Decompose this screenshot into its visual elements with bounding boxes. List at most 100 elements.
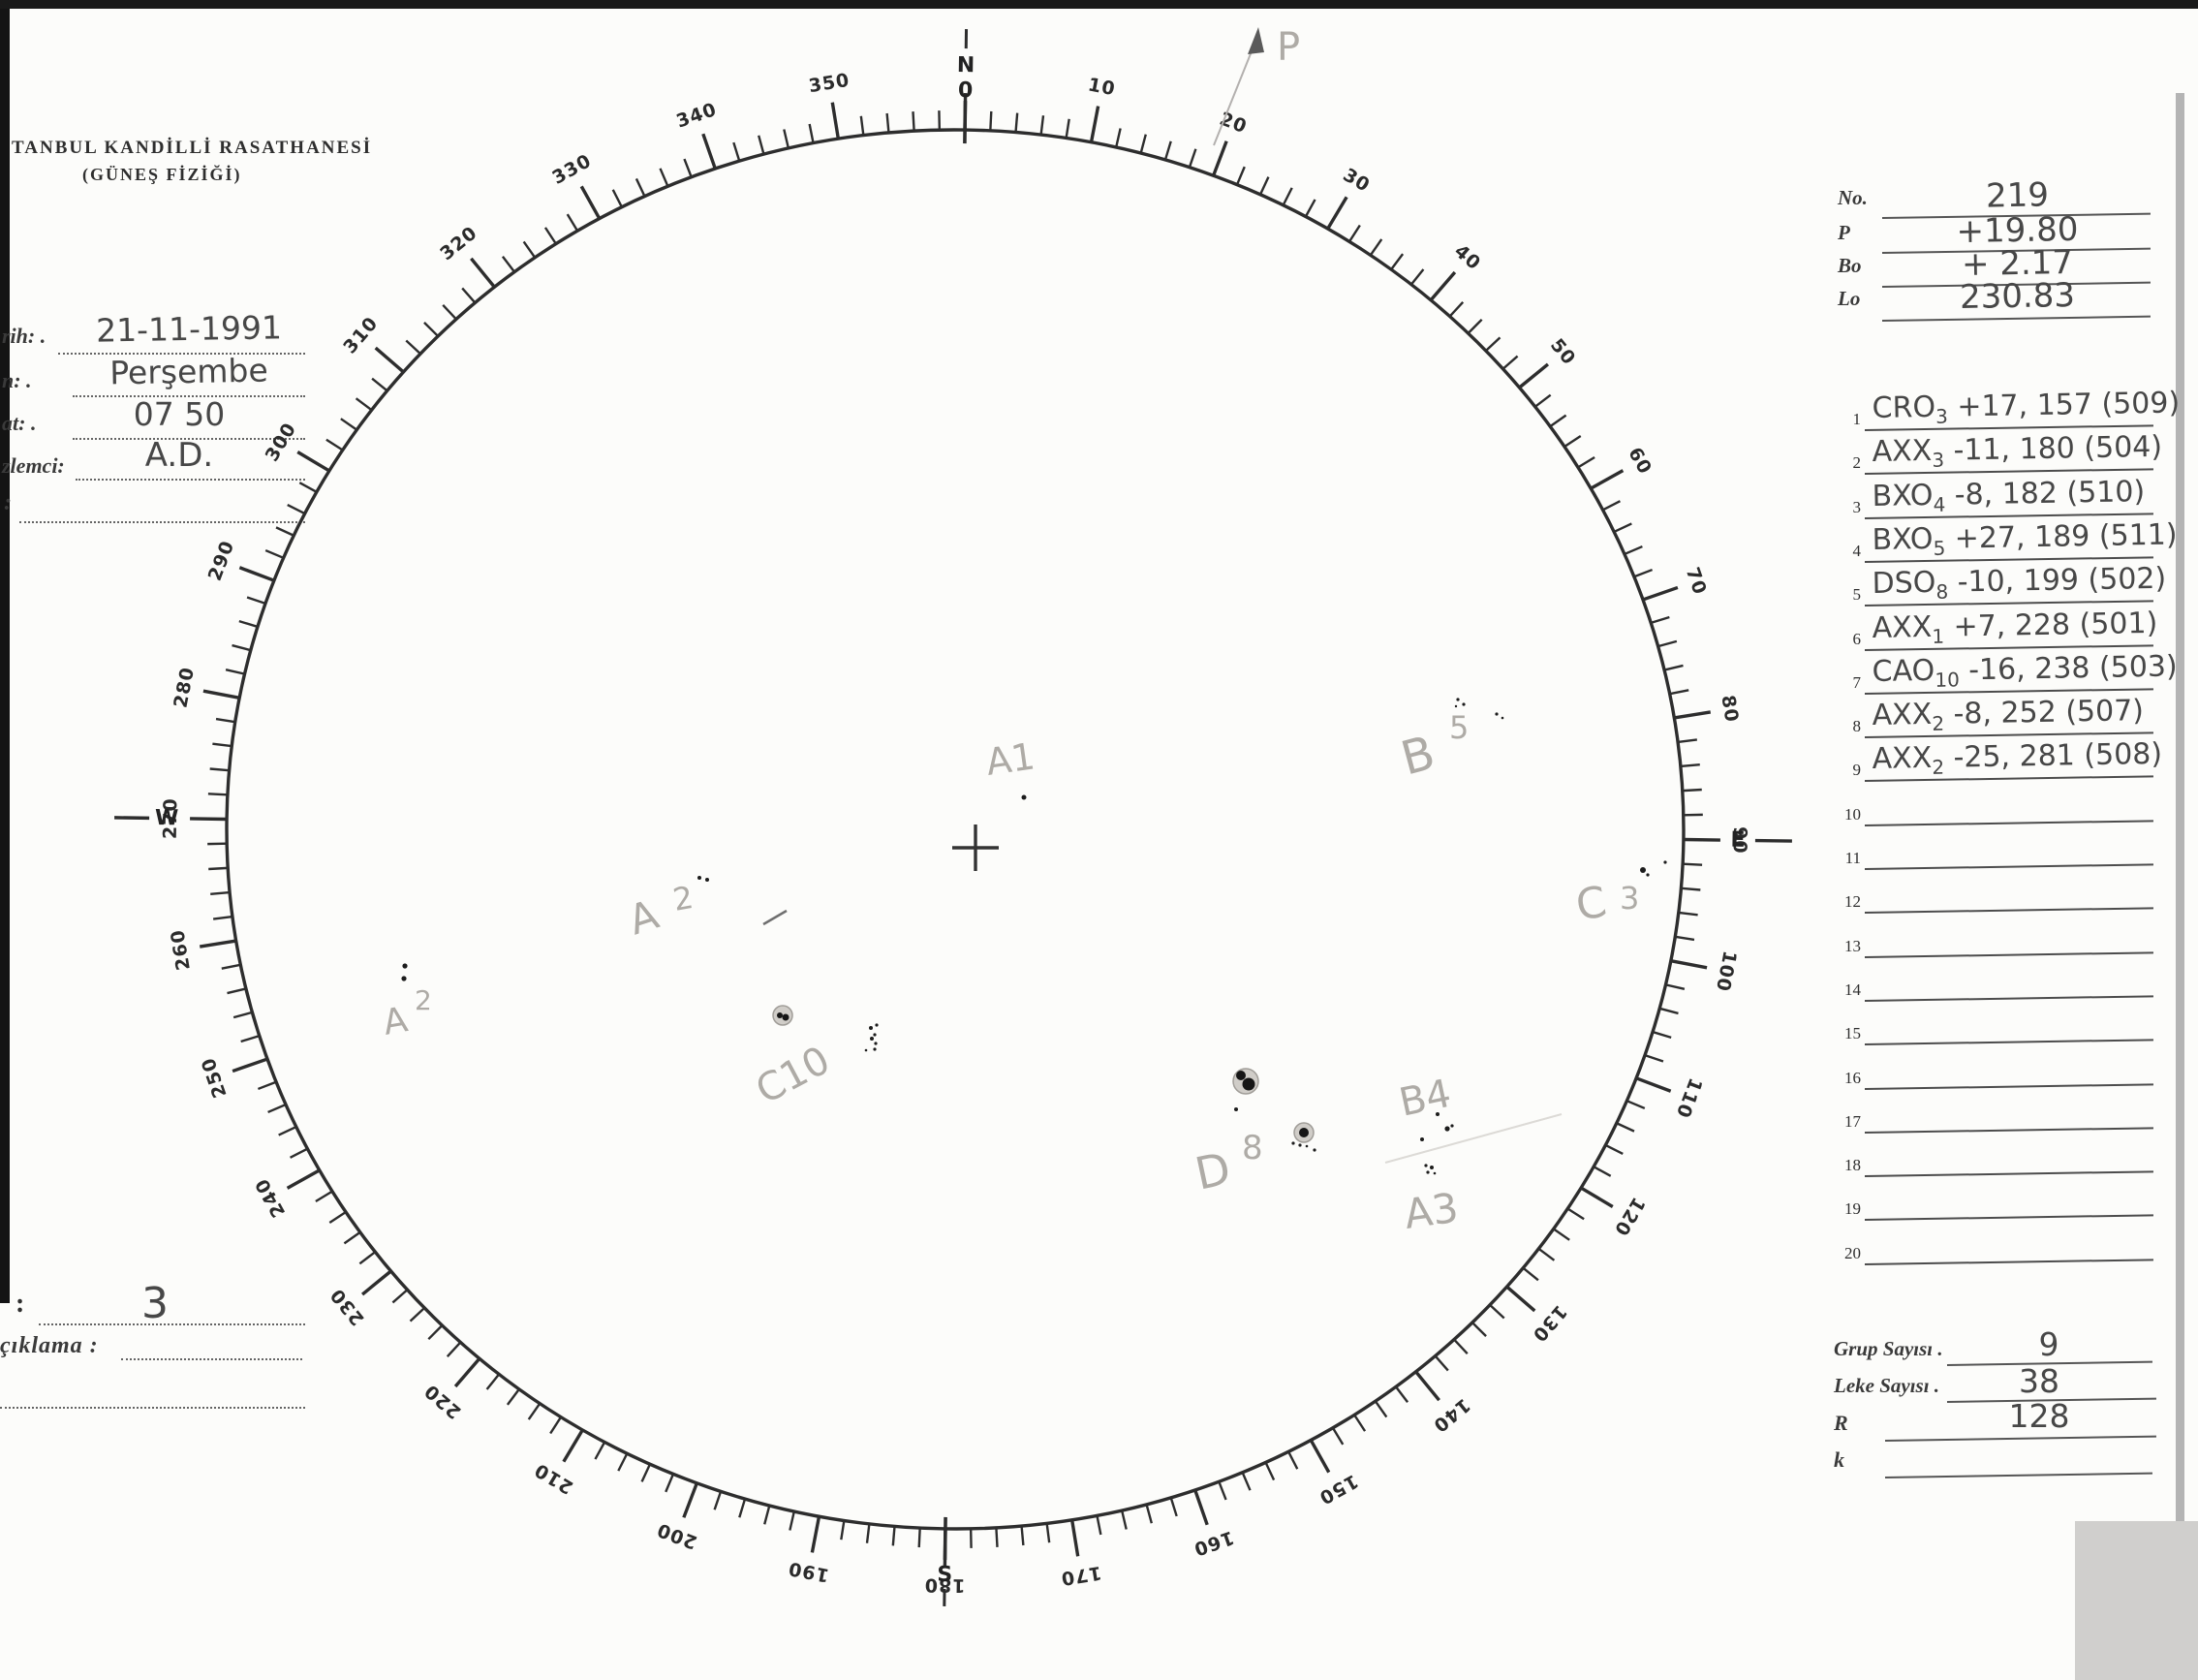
dial-tick	[232, 1057, 268, 1073]
degree-label: 290	[204, 538, 239, 584]
west-dash	[114, 816, 150, 821]
sunspot-dot	[1436, 1112, 1440, 1116]
dial-tick	[1414, 1370, 1440, 1402]
dial-tick	[1633, 568, 1654, 578]
dial-tick	[1485, 336, 1501, 352]
dial-tick	[1045, 1523, 1051, 1543]
degree-label: 70	[1682, 565, 1711, 598]
sunspot-dot	[874, 1042, 878, 1045]
dial-tick	[1652, 1030, 1672, 1040]
sunspot-dot	[1495, 712, 1499, 716]
east-dash	[1754, 838, 1792, 843]
dial-tick	[1241, 1472, 1252, 1491]
sunspot-dot	[1433, 1171, 1437, 1175]
dial-tick	[1549, 414, 1567, 428]
spot-count-label: Leke Sayısı .	[1834, 1374, 1940, 1397]
dial-tick	[221, 963, 241, 970]
pencil-group-label: 2	[670, 879, 697, 918]
dial-tick	[257, 1080, 277, 1091]
dial-tick	[938, 110, 942, 131]
dial-tick	[732, 141, 741, 162]
north-axis-tick	[963, 101, 968, 144]
dial-tick	[917, 1528, 921, 1548]
group-row-number: 4	[1852, 541, 1862, 560]
dial-tick	[522, 240, 537, 259]
group-row-number: 6	[1852, 629, 1862, 648]
dial-tick	[617, 1452, 629, 1472]
degree-label: 310	[339, 313, 383, 358]
dial-tick	[1348, 224, 1361, 242]
dial-tick	[1681, 887, 1701, 891]
pencil-group-label: A	[380, 1000, 411, 1043]
group-row-number: 2	[1852, 453, 1862, 473]
sunspot-dot	[1430, 1166, 1434, 1169]
pencil-group-label: 2	[415, 984, 432, 1016]
sunspot-dot	[1454, 704, 1458, 708]
dial-tick	[442, 303, 457, 321]
dial-tick	[1163, 140, 1172, 161]
dial-tick	[1625, 1100, 1646, 1110]
degree-label: 110	[1671, 1075, 1706, 1122]
sunspot-dot	[1456, 698, 1460, 701]
field-time-value: 07 50	[133, 395, 226, 433]
dial-tick	[1409, 268, 1425, 286]
compass-west: W	[155, 806, 179, 830]
group-row-number: 15	[1844, 1024, 1861, 1043]
sunspot-dot	[1444, 1126, 1450, 1132]
k-label: k	[1834, 1447, 1844, 1472]
degree-label: 240	[251, 1174, 290, 1221]
group-row: 18	[1836, 1136, 2157, 1178]
note-label: çıklama :	[0, 1333, 99, 1358]
dial-tick	[1642, 585, 1679, 602]
dial-tick	[190, 817, 228, 822]
dial-tick	[1501, 355, 1519, 370]
group-row-number: 19	[1844, 1199, 1861, 1219]
group-row: 15	[1836, 1005, 2157, 1046]
dial-tick	[296, 451, 330, 473]
pencil-line	[1213, 46, 1254, 146]
sunspot-dot	[873, 1047, 877, 1051]
dial-tick	[1604, 1143, 1624, 1155]
dial-tick	[391, 1289, 409, 1304]
dial-tick	[810, 1515, 821, 1553]
group-row-number: 7	[1852, 672, 1862, 692]
dial-tick	[1282, 187, 1293, 206]
sunspot-dot	[402, 963, 408, 969]
dial-tick	[238, 619, 259, 629]
group-row-number: 5	[1852, 585, 1862, 605]
sunspot-dot	[1420, 1137, 1424, 1141]
dial-tick	[763, 1505, 771, 1525]
field-extra-label: :	[4, 490, 12, 515]
degree-label: 140	[1429, 1394, 1474, 1437]
group-row-number: 16	[1844, 1068, 1861, 1087]
group-row-number: 1	[1852, 410, 1862, 428]
dial-tick	[1145, 1504, 1153, 1524]
degree-label: 210	[531, 1458, 577, 1498]
dial-tick	[199, 939, 237, 949]
sunspot-dot	[873, 1033, 877, 1037]
group-row: 16	[1836, 1049, 2157, 1090]
group-row: 3 BXO4 -8, 182 (510)	[1836, 475, 2157, 519]
degree-label: 260	[167, 927, 195, 972]
r-value: 128	[2008, 1397, 2070, 1435]
dial-tick	[238, 566, 275, 582]
field-observer-line	[76, 479, 305, 481]
dial-tick	[264, 548, 285, 559]
dial-tick	[1534, 393, 1552, 408]
group-row-number: 17	[1844, 1111, 1861, 1131]
dial-tick	[808, 123, 815, 143]
degree-label: 50	[1546, 334, 1580, 369]
dial-tick	[1650, 615, 1670, 625]
dial-tick	[1089, 106, 1100, 143]
dial-tick	[1374, 1400, 1388, 1418]
group-row-number: 3	[1852, 497, 1862, 516]
dial-tick	[1287, 1450, 1299, 1470]
dial-tick	[594, 1441, 606, 1460]
dial-tick	[1518, 362, 1550, 389]
group-row: 19	[1836, 1180, 2157, 1222]
degree-label: 300	[262, 419, 301, 465]
dial-tick	[423, 322, 439, 337]
sunspot-dot	[1640, 867, 1646, 873]
dial-tick	[611, 189, 623, 208]
dial-tick	[232, 643, 252, 652]
